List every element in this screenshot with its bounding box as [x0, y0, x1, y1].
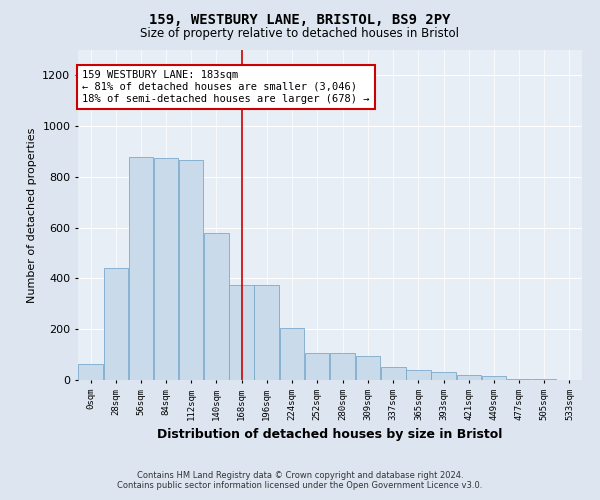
Bar	[229, 285, 254, 380]
Bar	[482, 376, 506, 380]
Y-axis label: Number of detached properties: Number of detached properties	[26, 128, 37, 302]
Bar	[254, 285, 279, 380]
Bar	[330, 352, 355, 380]
Bar	[356, 356, 380, 380]
Bar	[154, 158, 178, 380]
Bar	[431, 372, 456, 380]
Bar	[280, 328, 304, 380]
Text: Contains HM Land Registry data © Crown copyright and database right 2024.
Contai: Contains HM Land Registry data © Crown c…	[118, 470, 482, 490]
Bar	[381, 368, 406, 380]
Bar	[179, 160, 203, 380]
Text: 159 WESTBURY LANE: 183sqm
← 81% of detached houses are smaller (3,046)
18% of se: 159 WESTBURY LANE: 183sqm ← 81% of detac…	[82, 70, 370, 104]
Bar	[507, 378, 532, 380]
Bar	[128, 156, 153, 380]
Bar	[204, 233, 229, 380]
X-axis label: Distribution of detached houses by size in Bristol: Distribution of detached houses by size …	[157, 428, 503, 441]
Bar	[457, 376, 481, 380]
Text: 159, WESTBURY LANE, BRISTOL, BS9 2PY: 159, WESTBURY LANE, BRISTOL, BS9 2PY	[149, 12, 451, 26]
Bar	[79, 364, 103, 380]
Bar	[305, 352, 329, 380]
Text: Size of property relative to detached houses in Bristol: Size of property relative to detached ho…	[140, 28, 460, 40]
Bar	[406, 370, 431, 380]
Bar	[104, 268, 128, 380]
